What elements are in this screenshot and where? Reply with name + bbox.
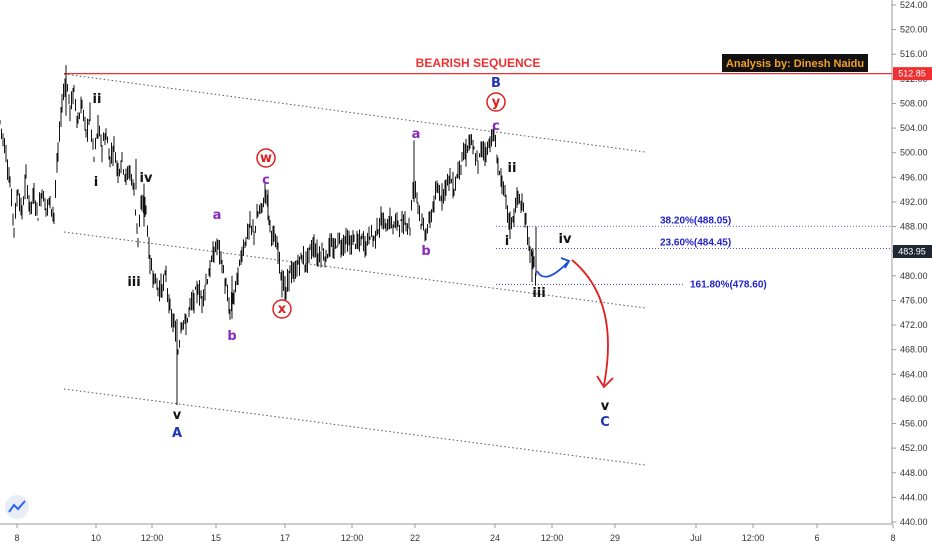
credit-badge: Analysis by: Dinesh Naidu — [722, 54, 868, 72]
logo-icon — [8, 500, 26, 513]
wave-label: i — [505, 234, 509, 249]
fib-level-label: 161.80%(478.60) — [690, 279, 767, 290]
wave-label: iii — [127, 275, 140, 290]
y-tick-label: 472.00 — [900, 320, 928, 330]
price-candles — [0, 65, 537, 406]
x-tick-label: 17 — [280, 533, 290, 543]
x-tick-label: 8 — [890, 533, 895, 543]
y-tick-label: 460.00 — [900, 394, 928, 404]
projection-arrows — [536, 257, 614, 389]
channel-lower-line — [63, 388, 646, 466]
wave-label: v — [173, 408, 182, 423]
x-tick-label: 12:00 — [341, 533, 364, 543]
red-projection-arrow — [571, 259, 609, 386]
y-tick-label: 496.00 — [900, 172, 928, 182]
wave-label: c — [262, 173, 270, 188]
x-tick-label: 10 — [91, 533, 101, 543]
current-price-marker: 483.95 — [893, 244, 932, 258]
channel-lines — [63, 73, 646, 466]
wave-label: iii — [532, 286, 545, 301]
wave-label: iv — [559, 232, 572, 247]
y-tick-label: 440.00 — [900, 517, 928, 527]
wave-label: a — [412, 127, 421, 142]
blue-projection-arrow — [536, 261, 569, 278]
tradingview-logo[interactable] — [5, 495, 29, 519]
fib-level-label: 23.60%(484.45) — [660, 237, 731, 248]
y-tick-label: 448.00 — [900, 468, 928, 478]
x-tick-label: 6 — [814, 533, 819, 543]
x-tick-label: 12:00 — [541, 533, 564, 543]
y-tick-label: 516.00 — [900, 49, 928, 59]
x-tick-label: 22 — [410, 533, 420, 543]
credit-text: Analysis by: Dinesh Naidu — [726, 58, 864, 70]
x-tick-label: 12:00 — [742, 533, 765, 543]
y-tick-label: 504.00 — [900, 123, 928, 133]
wave-label: b — [227, 329, 236, 344]
y-tick-label: 476.00 — [900, 295, 928, 305]
y-tick-label: 456.00 — [900, 419, 928, 429]
wave-label: ii — [508, 161, 517, 176]
x-tick-label: 12:00 — [141, 533, 164, 543]
x-tick-label: 29 — [610, 533, 620, 543]
high-price-marker: 512.85 — [893, 67, 932, 81]
wave-label: y — [492, 95, 501, 110]
wave-label-circle — [486, 92, 506, 112]
wave-label: b — [421, 244, 430, 259]
wave-label: x — [278, 302, 287, 317]
wave-label: w — [260, 151, 272, 166]
wave-label: i — [94, 175, 98, 190]
blue-arrow-head — [560, 257, 571, 269]
wave-label: iv — [140, 171, 153, 186]
red-arrow-head — [596, 375, 614, 389]
wave-label: v — [601, 399, 610, 414]
fib-level-label: 38.20%(488.05) — [660, 215, 731, 226]
channel-middle-line — [63, 231, 646, 309]
x-tick-label: 8 — [14, 533, 19, 543]
y-tick-label: 520.00 — [900, 25, 928, 35]
y-tick-label: 488.00 — [900, 222, 928, 232]
wave-label: A — [172, 426, 182, 441]
y-tick-label: 508.00 — [900, 98, 928, 108]
x-tick-label: 24 — [490, 533, 500, 543]
wave-label: C — [600, 415, 610, 430]
x-axis-ticks: 8 10 12:00 15 17 12:00 22 24 12:00 29 Jul 12:00 6 8 — [14, 524, 896, 543]
x-tick-label: Jul — [690, 533, 702, 543]
high-price-marker-box — [893, 67, 932, 81]
y-tick-label: 492.00 — [900, 197, 928, 207]
wave-label: c — [492, 119, 500, 134]
y-tick-label: 524.00 — [900, 0, 928, 10]
y-tick-label: 444.00 — [900, 492, 928, 502]
wave-label: ii — [93, 92, 102, 107]
x-tick-label: 15 — [211, 533, 221, 543]
channel-upper-line — [63, 73, 646, 153]
y-tick-label: 500.00 — [900, 148, 928, 158]
chart-title: BEARISH SEQUENCE — [416, 56, 541, 70]
wave-label-circle — [256, 148, 276, 168]
wave-label: a — [213, 208, 222, 223]
fibonacci-levels: 38.20%(488.05) 23.60%(484.45) 161.80%(478.… — [496, 215, 892, 290]
y-tick-label: 464.00 — [900, 369, 928, 379]
high-price-marker-text: 512.85 — [898, 69, 926, 79]
wave-label-circle — [272, 299, 292, 319]
y-tick-label: 480.00 — [900, 271, 928, 281]
y-tick-label: 452.00 — [900, 443, 928, 453]
current-price-marker-text: 483.95 — [898, 246, 926, 256]
wave-label: B — [491, 76, 501, 91]
y-tick-label: 468.00 — [900, 345, 928, 355]
credit-badge-background — [722, 54, 868, 72]
current-price-marker-box — [893, 244, 932, 258]
